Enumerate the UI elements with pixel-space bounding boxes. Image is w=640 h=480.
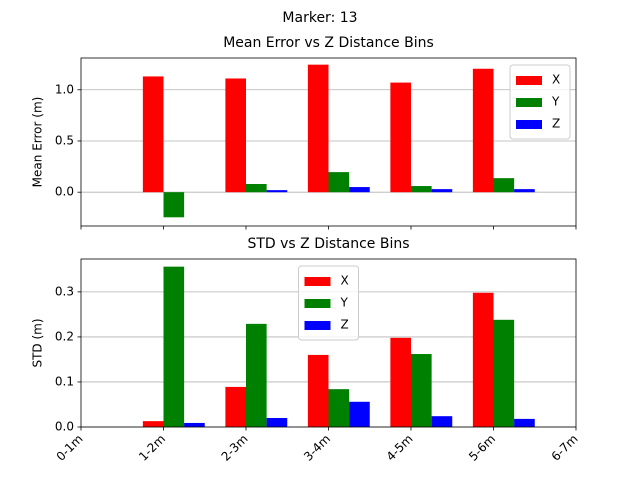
axes-frame	[80, 57, 577, 227]
bar	[493, 178, 515, 193]
bar	[390, 337, 411, 427]
bar	[431, 189, 453, 193]
bar	[431, 416, 453, 427]
y-tick-label: 0.0	[55, 185, 74, 199]
bar	[246, 184, 267, 193]
bar	[225, 78, 246, 193]
y-tick-label: 1.0	[55, 82, 74, 96]
legend-label: Z	[341, 318, 349, 332]
bar	[411, 354, 432, 427]
bar	[246, 323, 267, 427]
legend-swatch	[516, 120, 542, 129]
legend-label: Y	[551, 95, 560, 109]
bar	[514, 189, 535, 193]
legend-swatch	[516, 98, 542, 107]
bar	[493, 319, 515, 427]
bar	[411, 186, 432, 193]
bar	[328, 172, 350, 193]
bar	[142, 421, 164, 427]
legend-label: X	[341, 274, 349, 288]
bar	[266, 417, 288, 427]
bar	[349, 187, 370, 193]
axes-title: STD vs Z Distance Bins	[247, 236, 409, 252]
y-tick-label: 0.3	[55, 284, 74, 298]
bar	[225, 386, 246, 427]
bar	[472, 68, 494, 193]
axes-frame	[80, 258, 577, 428]
y-axis-label: STD (m)	[31, 318, 45, 367]
legend-swatch	[304, 299, 331, 308]
bar	[266, 190, 288, 193]
y-tick-label: 0.2	[55, 329, 74, 343]
y-tick-label: 0.0	[55, 420, 74, 434]
legend-label: X	[552, 73, 560, 87]
bar	[163, 192, 185, 218]
bar	[328, 389, 350, 427]
y-tick-label: 0.5	[55, 133, 74, 147]
bar	[349, 401, 370, 427]
bar	[307, 354, 329, 427]
bar	[163, 266, 185, 427]
y-axis-label: Mean Error (m)	[31, 97, 45, 188]
legend-label: Y	[340, 296, 349, 310]
legend-swatch	[304, 277, 331, 286]
bar	[184, 422, 205, 427]
axes-title: Mean Error vs Z Distance Bins	[223, 35, 434, 51]
bar	[390, 82, 411, 193]
bar	[472, 292, 494, 427]
y-tick-label: 0.1	[55, 374, 74, 388]
figure-title: Marker: 13	[282, 10, 357, 26]
legend-swatch	[304, 321, 331, 330]
bar	[514, 418, 535, 427]
bar	[307, 64, 329, 193]
legend-label: Z	[552, 117, 560, 131]
bar	[142, 76, 164, 193]
legend-swatch	[516, 76, 542, 85]
